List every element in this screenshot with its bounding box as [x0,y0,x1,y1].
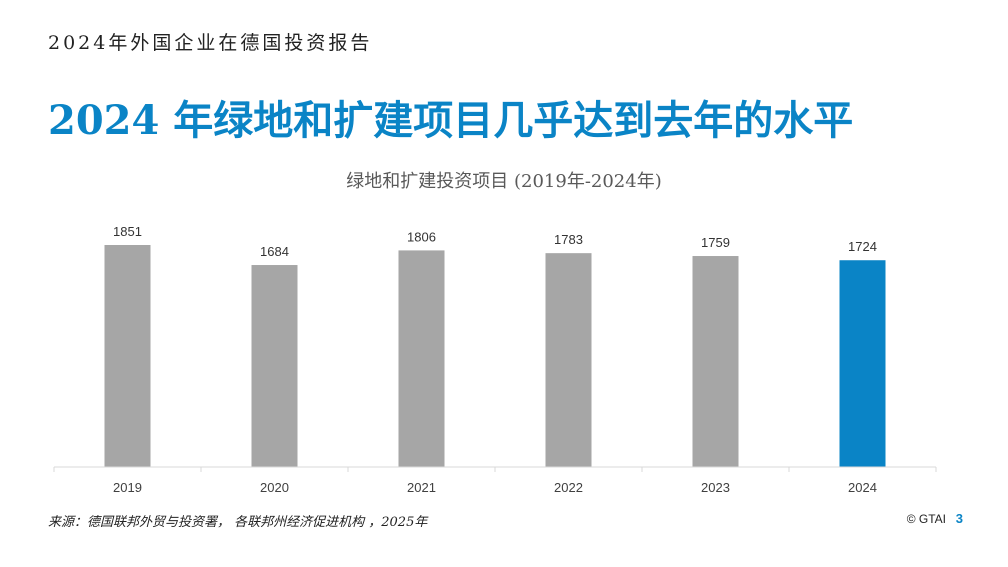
bar-2022 [545,253,592,467]
copyright-text: © GTAI [906,512,946,526]
data-label-2023: 1759 [701,235,730,250]
bar-2023 [692,256,739,467]
bar-2019 [104,245,151,467]
x-tick-2023: 2023 [701,480,730,495]
x-tick-2019: 2019 [113,480,142,495]
source-note: 来源：德国联邦外贸与投资署， 各联邦州经济促进机构 ，2025年 [48,515,428,530]
data-label-2020: 1684 [260,244,289,259]
x-tick-2021: 2021 [407,480,436,495]
bar-2020 [251,265,298,467]
report-header: 2024年外国企业在德国投资报告 [48,32,373,54]
slide-title: 2024 年绿地和扩建项目几乎达到去年的水平 [48,97,854,144]
data-label-2022: 1783 [554,232,583,247]
bar-2024 [839,260,886,467]
page-number: 3 [955,511,963,526]
x-tick-2024: 2024 [848,480,877,495]
data-label-2024: 1724 [848,239,877,254]
x-tick-2022: 2022 [554,480,583,495]
data-label-2019: 1851 [113,224,142,239]
chart-title: 绿地和扩建投资项目 (2019年-2024年) [346,171,662,192]
data-label-2021: 1806 [407,229,436,244]
bar-2021 [398,250,445,467]
x-tick-2020: 2020 [260,480,289,495]
